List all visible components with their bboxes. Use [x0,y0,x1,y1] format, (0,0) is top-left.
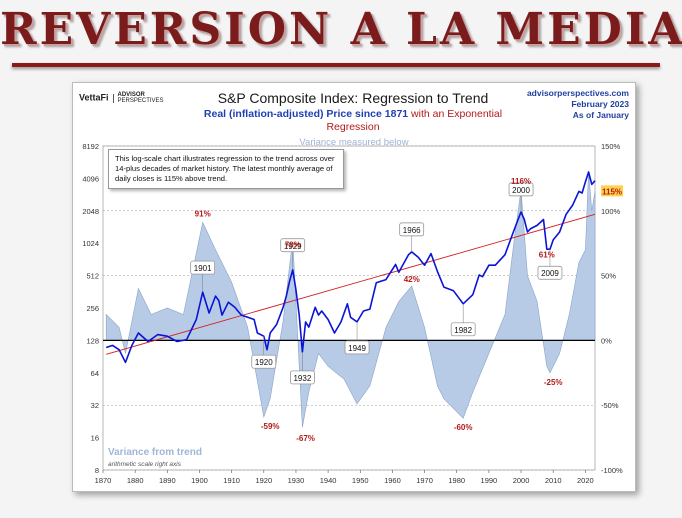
right-tick-label: 50% [601,272,616,281]
callout-label: 1920 [255,358,273,367]
callout-label: 2000 [512,186,530,195]
chart-svg: 150% 100% 50% 0% -50% -100% 8 16 32 64 128 256 512 10… [82,142,623,485]
x-tick-label: 1900 [191,476,208,485]
x-tick-label: 1890 [159,476,176,485]
callout-label: 1901 [194,264,212,273]
x-tick-label: 1940 [320,476,337,485]
callout-box [280,238,306,253]
source-date: February 2023 [571,99,629,109]
chart-title: S&P Composite Index: Regression to Trend [217,90,489,106]
callout-box [450,322,476,337]
right-tick-label: 150% [601,142,621,151]
explanation-box: This log-scale chart illustrates regress… [108,149,344,189]
subtitle-blue: Real (inflation-adjusted) Price since 18… [203,108,409,120]
callout-box [344,340,370,355]
callout-box [537,265,563,280]
right-tick-label: -100% [601,466,623,475]
variance-area [105,171,596,428]
source-info: advisorperspectives.com February 2023 As… [527,88,629,121]
variance-label: Variance from trend [108,447,202,458]
left-tick-label: 64 [91,369,99,378]
perspectives-word: PERSPECTIVES [117,98,164,104]
left-tick-label: 16 [91,434,99,443]
x-tick-label: 1920 [255,476,272,485]
x-tick-label: 1950 [352,476,369,485]
callout-box [508,182,534,197]
callout-label: 1949 [348,344,366,353]
latest-pct-badge [601,185,623,197]
x-tick-label: 1870 [95,476,112,485]
left-tick-label: 8 [95,466,99,475]
left-tick-label: 4096 [82,174,99,183]
x-tick-label: 1970 [416,476,433,485]
trend-line [106,213,596,355]
callout-box [399,222,425,237]
left-tick-label: 2048 [82,207,99,216]
callout-label: 2009 [541,269,559,278]
x-tick-label: 1910 [223,476,240,485]
x-tick-label: 2010 [545,476,562,485]
x-tick-label: 2020 [577,476,594,485]
chart-subtitle: Real (inflation-adjusted) Price since 18… [193,108,513,134]
left-tick-label: 512 [86,272,99,281]
banner-rule [12,63,660,67]
variance-pct-label: -60% [454,423,473,432]
advisor-perspectives-logo: ADVISOR PERSPECTIVES [118,92,164,104]
variance-pct-label: 91% [195,209,211,218]
source-site: advisorperspectives.com [526,88,629,98]
variance-pct-label: -67% [296,434,315,443]
variance-pct-label: 61% [539,250,555,259]
right-tick-label: 0% [601,336,612,345]
callout-label: 1929 [284,242,302,251]
banner: REVERSION A LA MEDIA [0,0,682,70]
x-tick-label: 1880 [127,476,144,485]
vettafi-logo: VettaFi [79,92,109,103]
left-tick-label: 8192 [82,142,99,151]
latest-pct-label: 115% [602,187,622,196]
callout-label: 1932 [293,374,311,383]
callout-box [251,354,277,369]
variance-note: Variance measured below [299,137,409,148]
variance-pct-label: 42% [404,275,420,284]
x-tick-label: 2000 [513,476,530,485]
banner-title: REVERSION A LA MEDIA [0,4,682,55]
right-tick-label: -50% [601,401,619,410]
variance-pct-label: 78% [285,240,301,249]
left-tick-label: 128 [86,336,99,345]
callout-box [290,370,315,385]
left-tick-label: 1024 [82,239,99,248]
variance-pct-label: -59% [261,422,280,431]
brand-logo: VettaFi ADVISOR PERSPECTIVES [79,92,164,104]
right-tick-label: 100% [601,207,621,216]
x-tick-label: 1990 [481,476,498,485]
subtitle-red: with an Exponential Regression [326,108,503,133]
variance-pct-label: -25% [544,378,563,387]
x-tick-label: 1980 [448,476,465,485]
brand-divider [112,93,114,103]
source-basis: As of January [572,110,629,120]
callout-label: 1982 [454,326,472,335]
variance-pct-label: 116% [511,177,531,186]
x-tick-label: 1960 [384,476,401,485]
variance-sublabel: arithmetic scale right axis [108,461,181,468]
callout-box [190,260,216,275]
chart-card: VettaFi ADVISOR PERSPECTIVES S&P Composite… [72,82,636,492]
left-tick-label: 32 [91,401,99,410]
callout-label: 1966 [403,226,421,235]
price-line [105,171,596,364]
x-tick-label: 1930 [288,476,305,485]
advisor-word: ADVISOR [117,92,145,98]
left-tick-label: 256 [86,304,99,313]
